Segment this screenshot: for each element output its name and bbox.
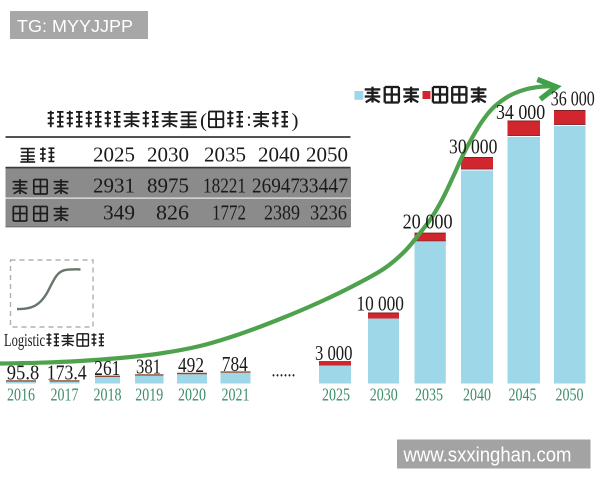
- svg-text:2030: 2030: [147, 143, 189, 167]
- svg-text:492: 492: [178, 353, 204, 377]
- svg-text:2016: 2016: [7, 385, 35, 405]
- svg-text:Logistic: Logistic: [4, 330, 45, 350]
- svg-text:173.4: 173.4: [47, 361, 87, 385]
- svg-text:20 000: 20 000: [403, 210, 453, 234]
- svg-text:2050: 2050: [306, 143, 348, 167]
- svg-text:33447: 33447: [299, 174, 348, 198]
- svg-text:261: 261: [94, 356, 120, 380]
- svg-text:2018: 2018: [94, 385, 122, 405]
- svg-text:349: 349: [103, 201, 135, 225]
- svg-text:2050: 2050: [556, 385, 584, 405]
- svg-text:95.8: 95.8: [7, 361, 40, 385]
- svg-text:2020: 2020: [178, 385, 206, 405]
- svg-text:18221: 18221: [203, 174, 246, 198]
- svg-text:2025: 2025: [322, 385, 350, 405]
- svg-text:www.sxxinghan.com: www.sxxinghan.com: [403, 445, 572, 467]
- svg-text:......: ......: [272, 360, 296, 382]
- svg-text:784: 784: [222, 352, 248, 376]
- svg-text:10 000: 10 000: [356, 292, 404, 316]
- svg-text:2045: 2045: [509, 385, 537, 405]
- svg-text:2035: 2035: [204, 143, 246, 167]
- svg-text:): ): [292, 110, 299, 132]
- svg-text:2025: 2025: [93, 143, 135, 167]
- svg-text:3 000: 3 000: [315, 341, 353, 365]
- svg-text:2021: 2021: [222, 385, 250, 405]
- svg-text:381: 381: [136, 355, 161, 379]
- svg-text:2040: 2040: [258, 143, 300, 167]
- svg-text:826: 826: [156, 201, 189, 225]
- svg-text:3236: 3236: [310, 201, 347, 225]
- svg-text:2030: 2030: [370, 385, 398, 405]
- svg-text:2019: 2019: [135, 385, 163, 405]
- svg-text:2035: 2035: [415, 385, 443, 405]
- svg-text:34 000: 34 000: [496, 100, 545, 124]
- svg-text:2931: 2931: [93, 174, 135, 198]
- svg-text:36 000: 36 000: [551, 87, 595, 111]
- svg-text:2389: 2389: [264, 201, 300, 225]
- svg-text:TG: MYYJJPP: TG: MYYJJPP: [17, 16, 133, 36]
- svg-text:(: (: [200, 110, 207, 132]
- svg-text:2017: 2017: [51, 385, 79, 405]
- svg-text:26947: 26947: [252, 174, 300, 198]
- svg-text:1772: 1772: [212, 201, 246, 225]
- svg-text:2040: 2040: [463, 385, 491, 405]
- svg-text::: :: [247, 109, 252, 131]
- svg-text:30 000: 30 000: [449, 135, 497, 159]
- svg-text:8975: 8975: [147, 174, 189, 198]
